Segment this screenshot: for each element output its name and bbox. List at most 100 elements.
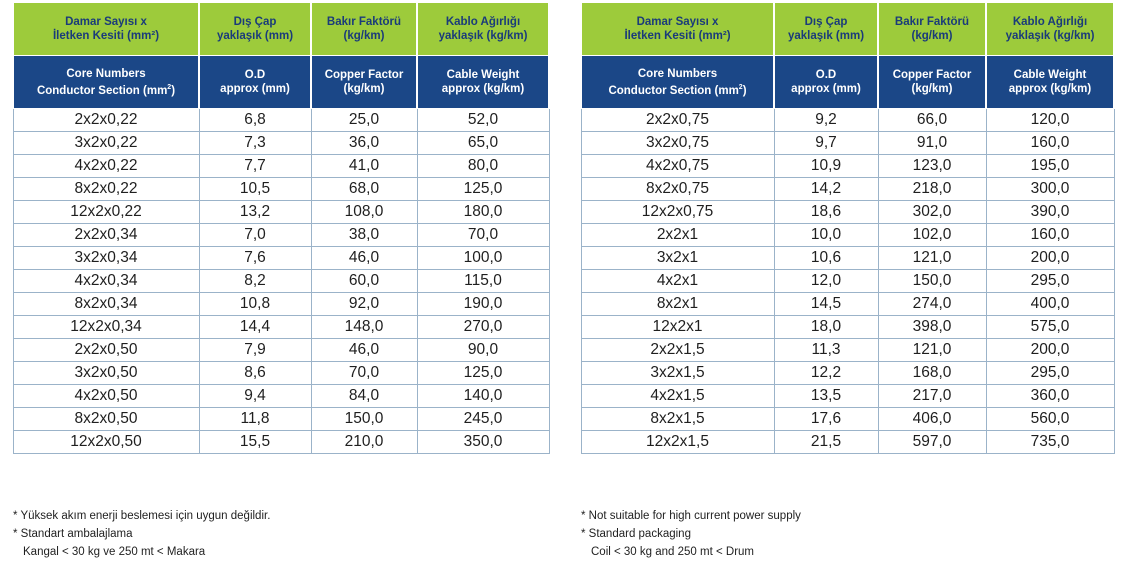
outer-diameter-cell: 7,6 bbox=[198, 246, 312, 270]
notes-turkish: * Yüksek akım enerji beslemesi için uygu… bbox=[13, 507, 270, 561]
copper-factor-cell: 168,0 bbox=[877, 361, 987, 385]
cable-weight-cell: 270,0 bbox=[416, 315, 550, 339]
copper-factor-cell: 217,0 bbox=[877, 384, 987, 408]
table-row: 4x2x0,34 8,2 60,0 115,0 bbox=[12, 269, 550, 293]
table-row: 12x2x1 18,0 398,0 575,0 bbox=[580, 315, 1115, 339]
core-section-cell: 8x2x0,50 bbox=[12, 407, 200, 431]
core-section-cell: 2x2x1,5 bbox=[580, 338, 775, 362]
copper-factor-cell: 41,0 bbox=[310, 154, 418, 178]
copper-factor-cell: 398,0 bbox=[877, 315, 987, 339]
cable-weight-cell: 295,0 bbox=[985, 269, 1115, 293]
core-section-cell: 12x2x0,34 bbox=[12, 315, 200, 339]
copper-factor-cell: 66,0 bbox=[877, 108, 987, 132]
cable-weight-cell: 195,0 bbox=[985, 154, 1115, 178]
table-row: 4x2x0,22 7,7 41,0 80,0 bbox=[12, 154, 550, 178]
copper-factor-cell: 210,0 bbox=[310, 430, 418, 454]
header-core-section-tr: Damar Sayısı x İletken Kesiti (mm²) bbox=[580, 2, 775, 56]
copper-factor-cell: 148,0 bbox=[310, 315, 418, 339]
core-section-cell: 8x2x0,22 bbox=[12, 177, 200, 201]
core-section-cell: 4x2x0,22 bbox=[12, 154, 200, 178]
table-row: 8x2x0,75 14,2 218,0 300,0 bbox=[580, 177, 1115, 201]
core-section-cell: 4x2x0,50 bbox=[12, 384, 200, 408]
copper-factor-cell: 38,0 bbox=[310, 223, 418, 247]
table-row: 12x2x0,34 14,4 148,0 270,0 bbox=[12, 315, 550, 339]
header-row-english: Core Numbers Conductor Section (mm2) O.D a… bbox=[580, 55, 1115, 109]
table-row: 12x2x0,75 18,6 302,0 390,0 bbox=[580, 200, 1115, 224]
table-row: 3x2x0,75 9,7 91,0 160,0 bbox=[580, 131, 1115, 155]
outer-diameter-cell: 8,2 bbox=[198, 269, 312, 293]
header-copper-factor-tr: Bakır Faktörü (kg/km) bbox=[310, 2, 418, 56]
copper-factor-cell: 84,0 bbox=[310, 384, 418, 408]
table-row: 8x2x0,50 11,8 150,0 245,0 bbox=[12, 407, 550, 431]
table-row: 3x2x0,34 7,6 46,0 100,0 bbox=[12, 246, 550, 270]
outer-diameter-cell: 9,2 bbox=[773, 108, 879, 132]
table-row: 4x2x1,5 13,5 217,0 360,0 bbox=[580, 384, 1115, 408]
copper-factor-cell: 102,0 bbox=[877, 223, 987, 247]
outer-diameter-cell: 9,4 bbox=[198, 384, 312, 408]
core-section-cell: 3x2x0,75 bbox=[580, 131, 775, 155]
copper-factor-cell: 150,0 bbox=[310, 407, 418, 431]
header-outer-diameter-en: O.D approx (mm) bbox=[198, 55, 312, 109]
cable-weight-cell: 200,0 bbox=[985, 338, 1115, 362]
cable-weight-cell: 125,0 bbox=[416, 361, 550, 385]
core-section-cell: 4x2x1 bbox=[580, 269, 775, 293]
cable-weight-cell: 80,0 bbox=[416, 154, 550, 178]
outer-diameter-cell: 10,8 bbox=[198, 292, 312, 316]
cable-spec-table-right: Damar Sayısı x İletken Kesiti (mm²) Dış Ç… bbox=[580, 2, 1115, 454]
header-row-turkish: Damar Sayısı x İletken Kesiti (mm²) Dış Ç… bbox=[12, 2, 550, 56]
header-core-section-en: Core Numbers Conductor Section (mm2) bbox=[580, 55, 775, 109]
core-section-cell: 2x2x1 bbox=[580, 223, 775, 247]
table-row: 2x2x0,34 7,0 38,0 70,0 bbox=[12, 223, 550, 247]
note-coil-drum-tr: Kangal < 30 kg ve 250 mt < Makara bbox=[23, 546, 206, 558]
cable-weight-cell: 160,0 bbox=[985, 223, 1115, 247]
cable-spec-table-left: Damar Sayısı x İletken Kesiti (mm²) Dış Ç… bbox=[12, 2, 550, 454]
cable-weight-cell: 65,0 bbox=[416, 131, 550, 155]
outer-diameter-cell: 11,8 bbox=[198, 407, 312, 431]
cable-weight-cell: 735,0 bbox=[985, 430, 1115, 454]
copper-factor-cell: 150,0 bbox=[877, 269, 987, 293]
outer-diameter-cell: 10,6 bbox=[773, 246, 879, 270]
outer-diameter-cell: 7,7 bbox=[198, 154, 312, 178]
table-row: 3x2x0,50 8,6 70,0 125,0 bbox=[12, 361, 550, 385]
outer-diameter-cell: 15,5 bbox=[198, 430, 312, 454]
outer-diameter-cell: 10,5 bbox=[198, 177, 312, 201]
cable-weight-cell: 295,0 bbox=[985, 361, 1115, 385]
header-outer-diameter-tr: Dış Çap yaklaşık (mm) bbox=[198, 2, 312, 56]
outer-diameter-cell: 18,6 bbox=[773, 200, 879, 224]
cable-weight-cell: 140,0 bbox=[416, 384, 550, 408]
copper-factor-cell: 70,0 bbox=[310, 361, 418, 385]
outer-diameter-cell: 21,5 bbox=[773, 430, 879, 454]
header-copper-factor-en: Copper Factor (kg/km) bbox=[877, 55, 987, 109]
header-core-section-tr: Damar Sayısı x İletken Kesiti (mm²) bbox=[12, 2, 200, 56]
cable-weight-cell: 190,0 bbox=[416, 292, 550, 316]
core-section-cell: 8x2x0,34 bbox=[12, 292, 200, 316]
core-section-cell: 12x2x0,50 bbox=[12, 430, 200, 454]
outer-diameter-cell: 14,5 bbox=[773, 292, 879, 316]
copper-factor-cell: 597,0 bbox=[877, 430, 987, 454]
core-section-cell: 12x2x0,75 bbox=[580, 200, 775, 224]
cable-weight-cell: 560,0 bbox=[985, 407, 1115, 431]
cable-weight-cell: 245,0 bbox=[416, 407, 550, 431]
core-section-cell: 4x2x1,5 bbox=[580, 384, 775, 408]
table-row: 8x2x0,22 10,5 68,0 125,0 bbox=[12, 177, 550, 201]
outer-diameter-cell: 8,6 bbox=[198, 361, 312, 385]
copper-factor-cell: 92,0 bbox=[310, 292, 418, 316]
outer-diameter-cell: 7,9 bbox=[198, 338, 312, 362]
note-packaging-tr: * Standart ambalajlama bbox=[13, 528, 133, 540]
outer-diameter-cell: 14,2 bbox=[773, 177, 879, 201]
header-outer-diameter-tr: Dış Çap yaklaşık (mm) bbox=[773, 2, 879, 56]
header-cable-weight-en: Cable Weight approx (kg/km) bbox=[416, 55, 550, 109]
copper-factor-cell: 25,0 bbox=[310, 108, 418, 132]
outer-diameter-cell: 13,5 bbox=[773, 384, 879, 408]
cable-weight-cell: 115,0 bbox=[416, 269, 550, 293]
core-section-cell: 2x2x0,34 bbox=[12, 223, 200, 247]
header-row-turkish: Damar Sayısı x İletken Kesiti (mm²) Dış Ç… bbox=[580, 2, 1115, 56]
core-section-cell: 8x2x1 bbox=[580, 292, 775, 316]
cable-weight-cell: 200,0 bbox=[985, 246, 1115, 270]
core-section-cell: 3x2x0,34 bbox=[12, 246, 200, 270]
cable-weight-cell: 300,0 bbox=[985, 177, 1115, 201]
outer-diameter-cell: 10,0 bbox=[773, 223, 879, 247]
table-row: 8x2x1,5 17,6 406,0 560,0 bbox=[580, 407, 1115, 431]
core-section-cell: 4x2x0,75 bbox=[580, 154, 775, 178]
header-copper-factor-tr: Bakır Faktörü (kg/km) bbox=[877, 2, 987, 56]
